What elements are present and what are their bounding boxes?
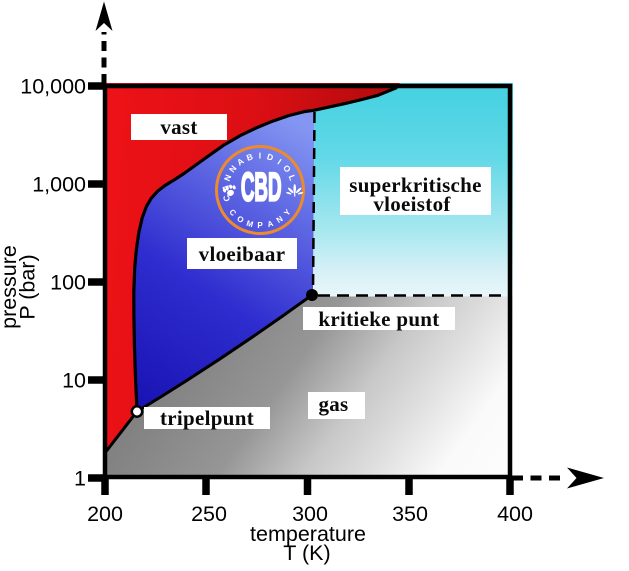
svg-text:superkritische: superkritische — [349, 173, 482, 197]
svg-text:Y: Y — [282, 207, 293, 217]
svg-text:A: A — [220, 185, 230, 192]
svg-text:M: M — [245, 219, 254, 230]
svg-text:N: N — [227, 163, 239, 174]
svg-text:L: L — [287, 173, 298, 181]
svg-text:250: 250 — [191, 502, 227, 526]
svg-text:T (K): T (K) — [283, 541, 330, 565]
svg-text:I: I — [276, 157, 284, 167]
svg-text:1,000: 1,000 — [32, 173, 86, 197]
svg-text:vloeistof: vloeistof — [373, 192, 451, 216]
svg-text:B: B — [245, 151, 254, 162]
svg-text:100: 100 — [50, 271, 86, 295]
svg-text:N: N — [222, 173, 234, 182]
svg-text:A: A — [266, 219, 274, 229]
svg-text:10,000: 10,000 — [20, 75, 86, 99]
svg-text:O: O — [235, 214, 245, 225]
svg-text:10: 10 — [62, 369, 86, 393]
svg-text:1: 1 — [74, 467, 86, 491]
svg-text:temperature: temperature — [250, 522, 366, 546]
svg-text:P (bar): P (bar) — [16, 254, 40, 319]
svg-text:vast: vast — [160, 115, 197, 139]
svg-text:N: N — [275, 214, 285, 225]
svg-text:gas: gas — [318, 392, 348, 416]
svg-text:D: D — [266, 151, 275, 162]
svg-text:O: O — [281, 163, 293, 175]
svg-text:A: A — [235, 156, 246, 168]
svg-text:350: 350 — [392, 502, 428, 526]
svg-text:C: C — [221, 194, 232, 202]
svg-text:tripelpunt: tripelpunt — [160, 406, 254, 430]
svg-text:400: 400 — [497, 502, 533, 526]
svg-text:I: I — [259, 150, 261, 160]
svg-text:P: P — [257, 221, 263, 230]
svg-text:C: C — [227, 208, 238, 218]
svg-text:pressure: pressure — [0, 245, 21, 329]
svg-text:vloeibaar: vloeibaar — [199, 242, 286, 266]
svg-text:kritieke punt: kritieke punt — [318, 307, 439, 331]
svg-text:CBD: CBD — [241, 165, 282, 210]
svg-text:300: 300 — [292, 502, 328, 526]
svg-text:200: 200 — [87, 502, 123, 526]
